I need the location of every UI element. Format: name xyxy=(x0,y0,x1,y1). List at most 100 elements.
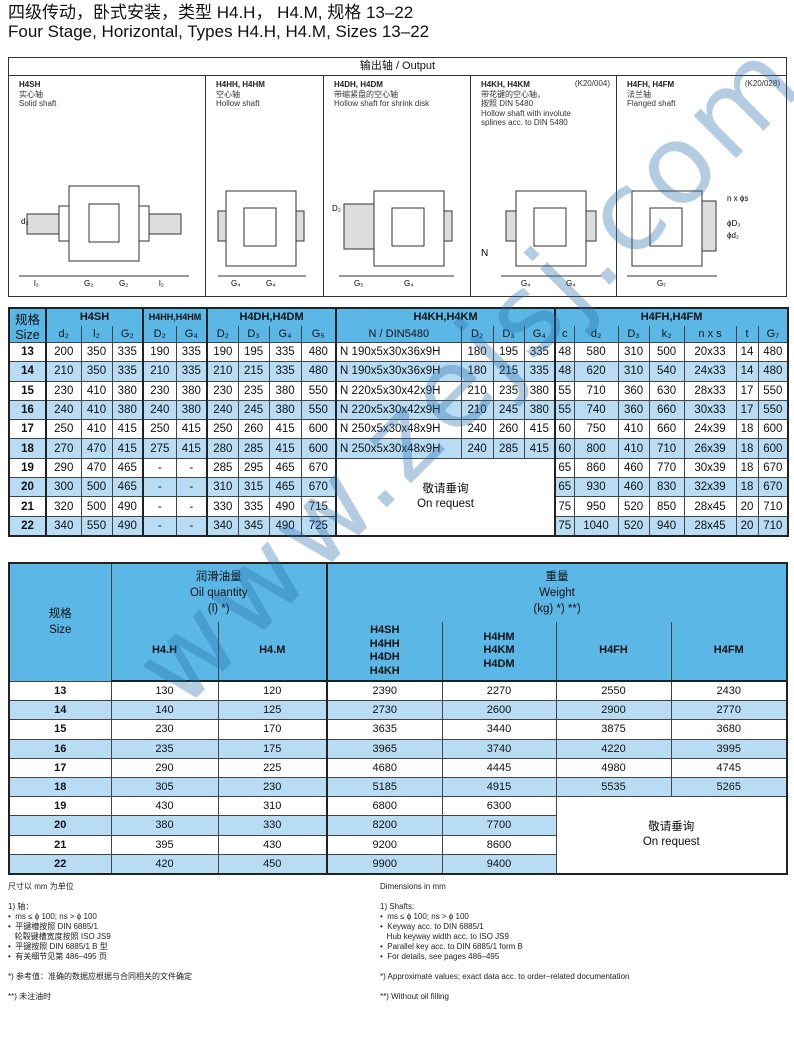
cell-h4sh: 350 xyxy=(80,341,113,363)
shaft-type-english: Flanged shaft xyxy=(627,99,676,108)
shaft-type-code: H4KH, H4KM xyxy=(481,80,530,89)
weight-cell: 3875 xyxy=(555,719,672,740)
cell-h4sh: 415 xyxy=(111,419,144,440)
weight-cell: 3635 xyxy=(326,719,443,740)
oil-cell: 230 xyxy=(217,776,328,798)
on-request-cell: 敬请垂询 On request xyxy=(555,796,788,875)
svg-text:G₇: G₇ xyxy=(657,279,666,288)
cell-h4dh: 550 xyxy=(300,399,337,421)
cell-h4dh: 250 xyxy=(206,419,239,440)
note-line: 轮毂键槽宽度按照 ISO JS9 xyxy=(8,932,111,941)
cell-h4dh: 285 xyxy=(237,438,270,459)
cell-h4hh: - xyxy=(142,457,177,479)
weight-cell: 6300 xyxy=(441,796,557,817)
svg-text:G₄: G₄ xyxy=(521,279,531,288)
cell-h4kh: 180 xyxy=(460,341,494,363)
cell-h4kh: 195 xyxy=(492,341,525,363)
cell-h4dh: 550 xyxy=(300,380,337,401)
column-header: G₂ xyxy=(111,325,144,343)
cell-h4dh: 215 xyxy=(237,361,270,382)
oil-cell: 235 xyxy=(110,738,219,759)
oil-cell: 430 xyxy=(217,834,328,855)
oil-cell: 330 xyxy=(217,815,328,836)
shaft-type-english: Hollow shaft xyxy=(216,99,260,108)
cell-h4fh: 660 xyxy=(648,399,685,421)
output-column-h4hh: H4HH, H4HM 空心轴 Hollow shaft G₄ G₄ xyxy=(206,76,324,297)
oil-cell: 130 xyxy=(110,680,219,702)
cell-h4dh: 415 xyxy=(268,419,302,440)
cell-h4fh: 65 xyxy=(554,477,575,498)
weight-cell: 9200 xyxy=(326,834,443,855)
size-cell: 19 xyxy=(8,796,112,817)
cell-h4kh: N 190x5x30x36x9H xyxy=(335,361,462,382)
cell-h4fh: 18 xyxy=(735,438,759,459)
title-chinese: 四级传动，卧式安装，类型 H4.H， H4.M, 规格 13–22 xyxy=(8,3,414,22)
table-row: 21 395 430 9200 8600 xyxy=(8,834,787,855)
cell-h4hh: - xyxy=(142,515,177,537)
cell-h4sh: 490 xyxy=(111,515,144,537)
shaft-type-code: H4SH xyxy=(19,80,41,89)
cell-h4hh: 380 xyxy=(175,380,208,401)
oil-weight-table: 规格 Size 润滑油量 Oil quantity (l) *) 重量 Weight… xyxy=(8,562,789,875)
svg-text:G₂: G₂ xyxy=(84,279,93,288)
cell-h4fh: 850 xyxy=(648,496,685,517)
cell-h4fh: 660 xyxy=(648,419,685,440)
note-line: • ms ≤ ϕ 100; ns > ϕ 100 xyxy=(380,912,469,921)
cell-h4sh: 340 xyxy=(45,515,82,537)
shaft-type-english: Hollow shaft for shrink disk xyxy=(334,99,430,108)
cell-h4hh: 190 xyxy=(142,341,177,363)
note-line: • ms ≤ ϕ 100; ns > ϕ 100 xyxy=(8,912,97,921)
weight-cell: 4980 xyxy=(555,757,672,778)
oil-cell: 380 xyxy=(110,815,219,836)
cell-h4fh: 65 xyxy=(554,457,575,479)
cell-h4sh: 335 xyxy=(111,341,144,363)
note-line: **) 未注油时 xyxy=(8,992,52,1001)
cell-h4fh: 30x39 xyxy=(683,457,737,479)
cell-h4fh: 28x33 xyxy=(683,380,737,401)
cell-h4sh: 490 xyxy=(111,496,144,517)
cell-h4fh: 360 xyxy=(617,399,650,421)
weight-cell: 8600 xyxy=(441,834,557,855)
cell-h4hh: - xyxy=(175,496,208,517)
svg-text:n x ϕs: n x ϕs xyxy=(727,194,748,203)
cell-h4dh: 480 xyxy=(300,341,337,363)
cell-h4fh: 14 xyxy=(735,341,759,363)
cell-h4fh: 410 xyxy=(617,419,650,440)
oil-cell: 290 xyxy=(110,757,219,778)
cell-h4dh: 335 xyxy=(237,496,270,517)
note-line: • Keyway acc. to DIN 6885/1 xyxy=(380,922,484,931)
cell-h4fh: 710 xyxy=(757,496,789,517)
cell-h4kh: 240 xyxy=(460,438,494,459)
cell-h4fh: 28x45 xyxy=(683,496,737,517)
note-line: Hub keyway width acc. to ISO JS9 xyxy=(380,932,509,941)
note-line xyxy=(380,892,629,902)
oil-cell: 140 xyxy=(110,700,219,721)
table-row: 19 430 310 6800 6300 敬请垂询 On request xyxy=(8,796,788,875)
cell-h4sh: 415 xyxy=(111,438,144,459)
cell-h4dh: 280 xyxy=(206,438,239,459)
cell-h4kh: 380 xyxy=(523,380,556,401)
cell-h4hh: 415 xyxy=(175,438,208,459)
cell-h4fh: 55 xyxy=(554,399,575,421)
weight-cell: 5185 xyxy=(326,776,443,798)
table-row: 17 250 410 415 250 415 250 260 415 600 N 250x5x30x… xyxy=(8,419,789,440)
cell-h4fh: 24x39 xyxy=(683,419,737,440)
column-header: G₅ xyxy=(300,325,337,343)
cell-h4sh: 410 xyxy=(80,419,113,440)
weight-cell: 3680 xyxy=(670,719,788,740)
cell-h4fh: 930 xyxy=(573,477,619,498)
column-header: n x s xyxy=(683,325,737,343)
oil-quantity-header: 润滑油量 Oil quantity (l) *) xyxy=(110,562,328,622)
oil-cell: 225 xyxy=(217,757,328,778)
cell-h4dh: 670 xyxy=(300,477,337,498)
cell-h4sh: 200 xyxy=(45,341,82,363)
output-column-h4sh: H4SH 实心轴 Solid shaft d₂ l₂ G₂ G₂ l₂ xyxy=(9,76,206,297)
column-header: N / DIN5480 xyxy=(335,325,462,343)
size-cell: 22 xyxy=(8,853,112,875)
cell-h4kh: N 250x5x30x48x9H xyxy=(335,438,462,459)
column-header: H4.M xyxy=(217,622,328,682)
oil-cell: 310 xyxy=(217,796,328,817)
weight-header: 重量 Weight (kg) *) **) xyxy=(325,562,788,622)
cell-h4hh: 415 xyxy=(175,419,208,440)
weight-cell: 5535 xyxy=(555,776,672,798)
